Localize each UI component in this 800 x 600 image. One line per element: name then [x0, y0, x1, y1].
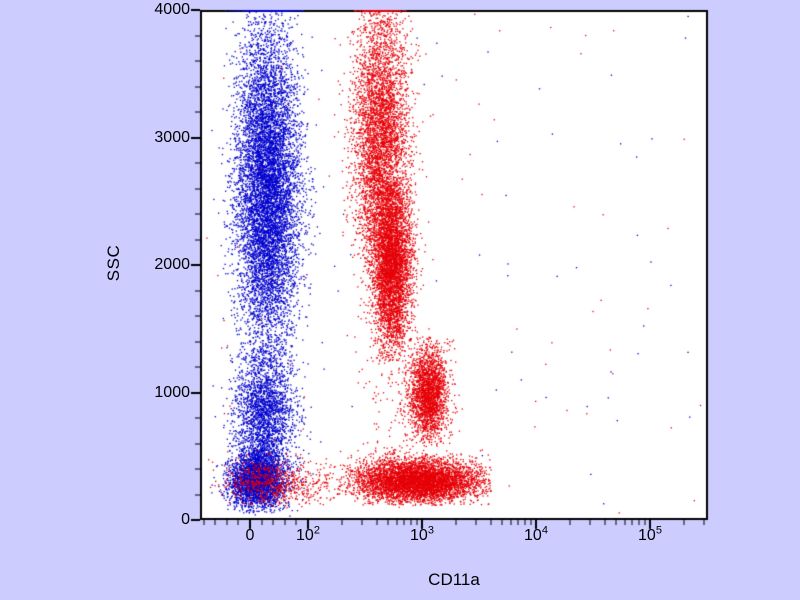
- x-tick-label: 104: [524, 524, 548, 544]
- y-tick-label: 1000: [154, 384, 190, 401]
- x-tick-label: 102: [296, 524, 320, 544]
- y-axis-tick-labels: 0 1000 2000 3000 4000: [0, 0, 192, 600]
- y-tick-label: 3000: [154, 129, 190, 146]
- y-tick-label: 2000: [154, 256, 190, 273]
- x-axis-tick-labels: 0 102 103 104 105: [0, 524, 800, 553]
- x-tick-label: 105: [638, 524, 662, 544]
- y-tick-label: 0: [181, 511, 190, 528]
- x-tick-label: 0: [245, 527, 255, 544]
- x-tick-label: 103: [410, 524, 434, 544]
- y-tick-label: 4000: [154, 1, 190, 18]
- x-axis-title: CD11a: [428, 570, 480, 589]
